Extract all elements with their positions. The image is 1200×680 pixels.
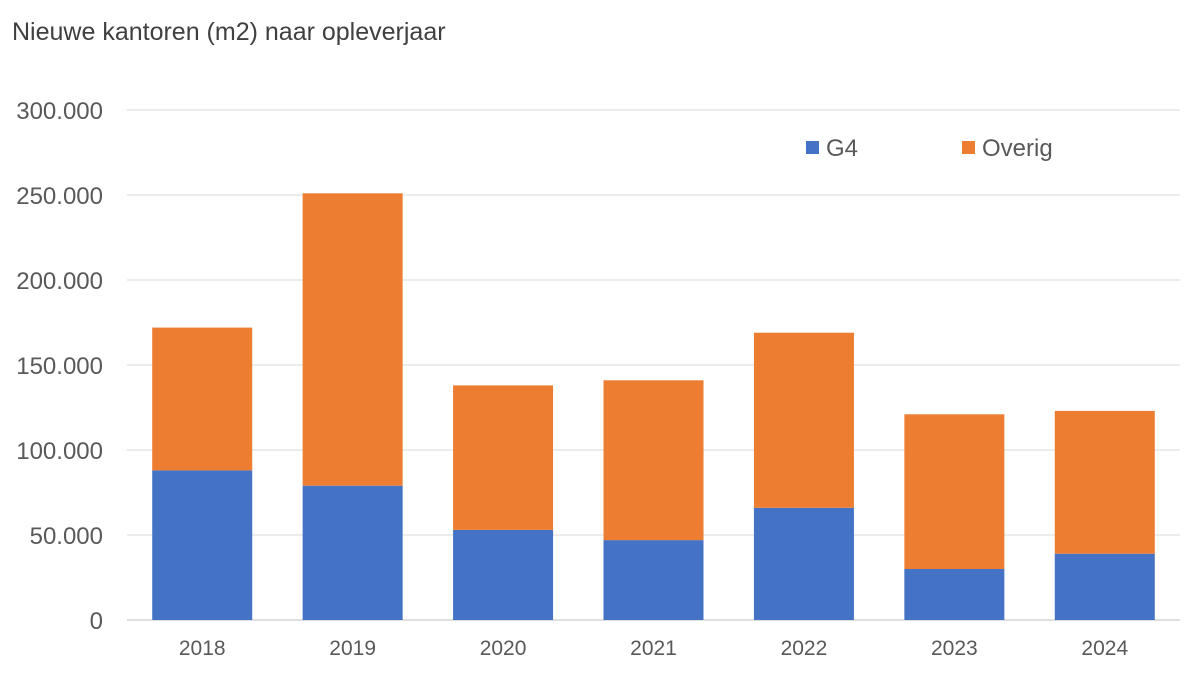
x-tick-label: 2018 <box>179 637 226 660</box>
x-tick-label: 2022 <box>781 637 828 660</box>
x-tick-label: 2020 <box>480 637 527 660</box>
bar-overig-2021 <box>603 380 704 541</box>
y-tick-label: 200.000 <box>16 268 103 295</box>
bar-overig-2019 <box>302 193 403 486</box>
bar-g4-2024 <box>1054 553 1155 620</box>
bar-g4-2023 <box>904 569 1005 620</box>
y-tick-label: 300.000 <box>16 98 103 125</box>
x-tick-label: 2019 <box>329 637 376 660</box>
y-tick-label: 0 <box>90 608 103 635</box>
legend-label-overig: Overig <box>982 135 1053 162</box>
bar-g4-2018 <box>152 470 253 620</box>
bar-overig-2024 <box>1054 410 1155 554</box>
bar-g4-2020 <box>453 529 554 620</box>
legend-label-g4: G4 <box>826 135 858 162</box>
y-tick-label: 50.000 <box>30 523 103 550</box>
y-tick-label: 250.000 <box>16 183 103 210</box>
bar-overig-2022 <box>753 332 854 508</box>
x-tick-label: 2023 <box>931 637 978 660</box>
bar-g4-2019 <box>302 485 403 620</box>
y-tick-label: 150.000 <box>16 353 103 380</box>
legend-swatch-overig <box>962 141 975 154</box>
legend-swatch-g4 <box>806 141 819 154</box>
y-tick-label: 100.000 <box>16 438 103 465</box>
bar-overig-2020 <box>453 385 554 530</box>
x-tick-label: 2024 <box>1081 637 1128 660</box>
chart-title: Nieuwe kantoren (m2) naar opleverjaar <box>12 18 446 46</box>
bar-overig-2018 <box>152 327 253 471</box>
x-tick-label: 2021 <box>630 637 677 660</box>
bar-g4-2021 <box>603 540 704 620</box>
bar-overig-2023 <box>904 414 1005 569</box>
bar-g4-2022 <box>753 507 854 620</box>
